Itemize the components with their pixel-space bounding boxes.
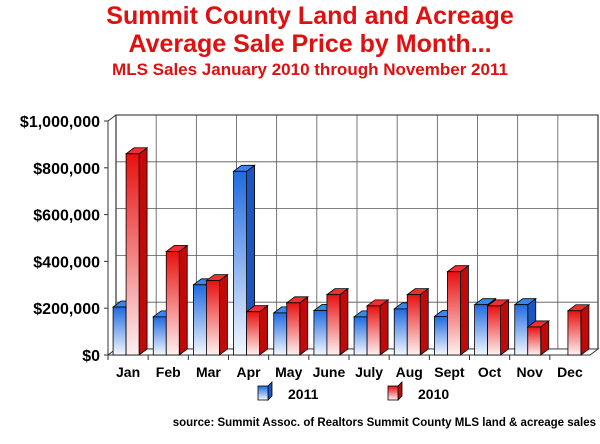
chart-subtitle: MLS Sales January 2010 through November … (112, 60, 508, 79)
y-tick-label: $400,000 (33, 254, 100, 271)
chart-title-line1: Summit County Land and Acreage (106, 2, 514, 30)
bar-2010-jan (124, 146, 149, 356)
bar-front (313, 310, 328, 356)
bar-front (487, 305, 501, 356)
bar-front (206, 280, 220, 356)
source-note: source: Summit Assoc. of Realtors Summit… (172, 417, 596, 429)
x-tick-label: Apr (237, 364, 262, 380)
y-tick-label: $1,000,000 (20, 114, 100, 131)
y-tick-label: $800,000 (33, 161, 100, 178)
x-tick-label: Mar (196, 364, 221, 380)
bar-side (339, 287, 349, 356)
bar-front (152, 316, 167, 356)
bar-front (233, 170, 247, 356)
legend-swatch-side (397, 381, 403, 401)
bar-front (366, 305, 381, 356)
x-tick-label: Oct (478, 364, 502, 380)
bar-side (460, 264, 469, 356)
bar-side (500, 299, 509, 356)
bar-2010-mar (205, 273, 229, 356)
legend-label-2010: 2010 (418, 386, 449, 402)
bar-side (580, 303, 590, 356)
bar-2010-dec (566, 303, 591, 356)
legend-label-2011: 2011 (288, 386, 319, 402)
x-tick-label: Feb (156, 364, 181, 380)
bar-side (219, 273, 228, 356)
bar-front (434, 315, 448, 356)
bar-side (379, 299, 389, 356)
x-tick-label: Aug (396, 364, 423, 380)
legend-swatch-side (267, 381, 273, 401)
bar-side (419, 287, 429, 356)
x-tick-label: July (355, 364, 383, 380)
chart-title-line2: Average Sale Price by Month... (128, 30, 492, 58)
bar-front (326, 294, 341, 356)
bar-front (514, 304, 529, 356)
y-tick-label: $0 (82, 348, 100, 365)
x-tick-label: Jan (116, 364, 140, 380)
bar-side (299, 296, 309, 356)
bar-front (567, 310, 582, 356)
bar-front (165, 251, 180, 356)
bar-2010-oct (486, 299, 510, 356)
axis-edge (107, 114, 117, 122)
bar-front (406, 294, 421, 356)
bar-2010-nov (526, 320, 550, 356)
x-tick-label: Nov (517, 364, 544, 380)
bar-front (393, 308, 408, 356)
legend-swatch-2011 (257, 385, 269, 401)
bar-side (178, 244, 188, 356)
bar-front (527, 326, 542, 356)
bar-front (246, 311, 260, 356)
legend-swatch-2010 (387, 385, 399, 401)
bar-2010-june (325, 287, 350, 356)
bar-front (353, 316, 368, 356)
x-tick-label: Sept (434, 364, 465, 380)
bar-2010-may (285, 296, 309, 356)
bar-2010-sept (446, 264, 470, 356)
bar-side (138, 146, 148, 356)
x-tick-label: June (313, 364, 346, 380)
bar-front (474, 304, 488, 356)
y-tick-label: $600,000 (33, 208, 100, 225)
bar-2010-july (365, 299, 390, 356)
bar-front (273, 312, 288, 356)
bar-front (286, 302, 301, 356)
bar-front (125, 153, 140, 356)
x-tick-label: May (275, 364, 302, 380)
bar-2010-aug (406, 287, 430, 356)
bar-front (193, 284, 207, 356)
bar-2010-apr (245, 304, 269, 356)
bar-front (447, 271, 461, 356)
bar-side (259, 304, 268, 356)
bar-2010-feb (165, 244, 189, 356)
x-tick-label: Dec (557, 364, 583, 380)
y-tick-label: $200,000 (33, 301, 100, 318)
bar-front (112, 306, 127, 356)
